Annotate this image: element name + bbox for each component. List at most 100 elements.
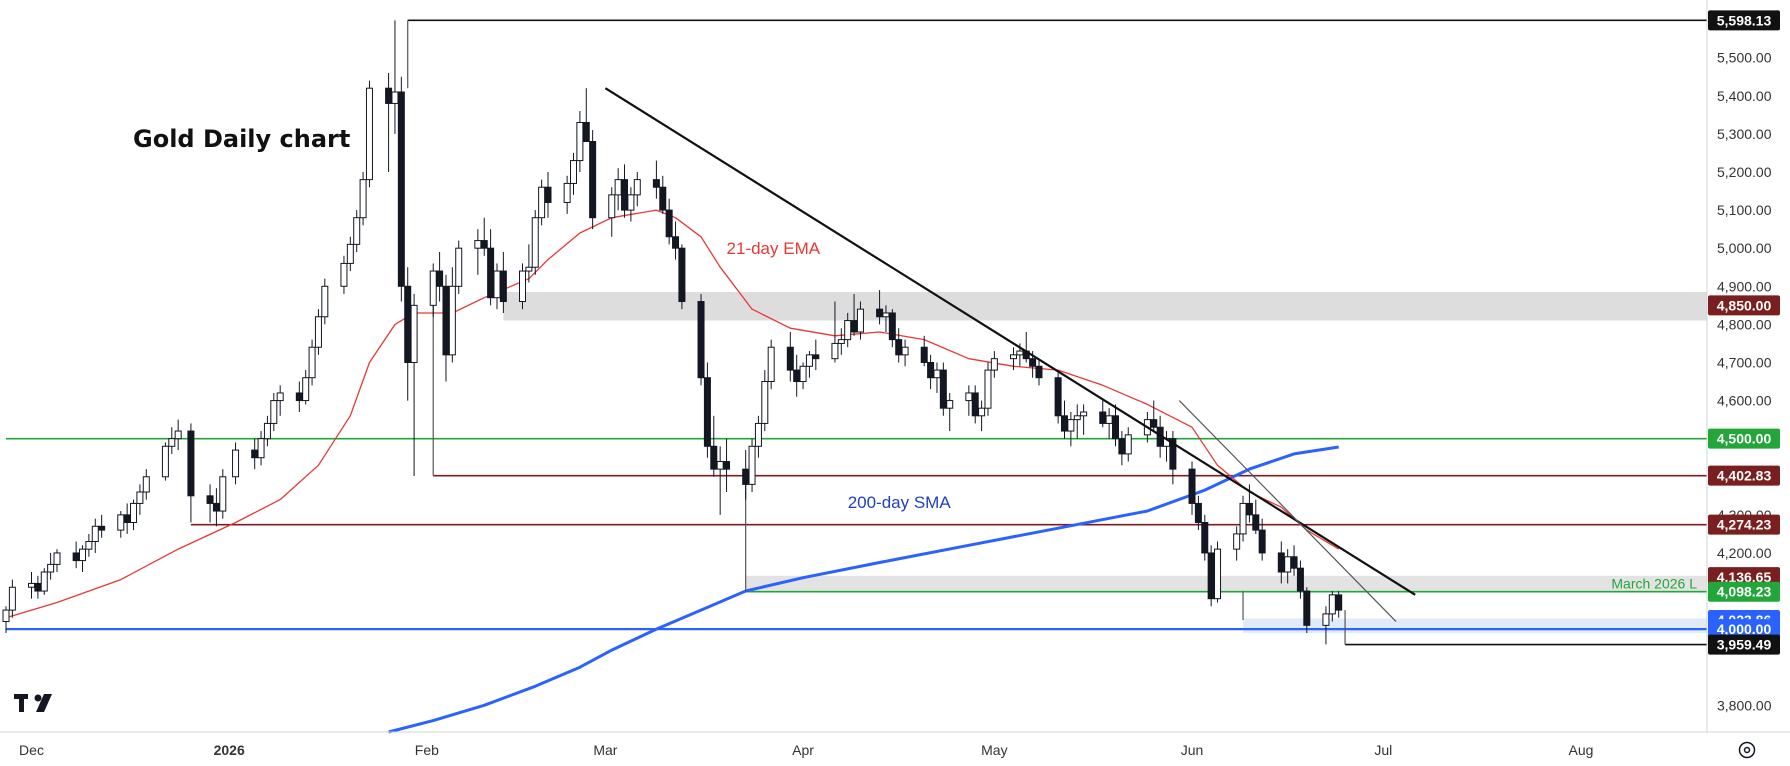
candle-108[interactable] [984,362,992,416]
candle-63[interactable] [582,88,590,143]
candle-71[interactable] [659,175,667,214]
candle-144[interactable] [1303,587,1311,633]
time-axis[interactable]: Dec 2026 Feb Mar Apr May Jun Jul Aug [19,742,1593,758]
candle-15[interactable] [136,484,144,515]
candle-8[interactable] [79,545,87,572]
candle-9[interactable] [85,533,93,557]
candle-64[interactable] [589,130,597,230]
candle-32[interactable] [308,339,316,386]
candle-99[interactable] [901,339,909,367]
candle-117[interactable] [1067,412,1075,447]
candle-73[interactable] [672,221,680,260]
candle-83[interactable] [761,370,769,432]
candle-10[interactable] [91,518,99,553]
candle-48[interactable] [448,267,456,363]
candle-57[interactable] [531,210,539,275]
candle-0[interactable] [2,606,10,633]
candle-130[interactable] [1188,461,1196,515]
candle-138[interactable] [1252,499,1260,534]
candle-70[interactable] [652,160,660,199]
candle-4[interactable] [40,568,48,595]
candle-129[interactable] [1169,431,1177,485]
candle-84[interactable] [767,339,775,390]
candle-145[interactable] [1322,606,1330,645]
candle-136[interactable] [1239,495,1247,542]
candle-45[interactable] [429,263,437,317]
candle-79[interactable] [723,438,731,492]
candle-87[interactable] [799,362,807,390]
candle-103[interactable] [939,362,947,416]
candle-115[interactable] [1054,370,1062,424]
candle-36[interactable] [346,236,354,272]
candle-26[interactable] [257,431,265,466]
candle-18[interactable] [168,427,176,454]
candle-147[interactable] [1335,591,1343,618]
candle-110[interactable] [1009,347,1017,371]
candle-106[interactable] [971,385,979,424]
candle-126[interactable] [1150,400,1158,432]
candle-54[interactable] [499,252,507,313]
candle-135[interactable] [1233,526,1241,561]
candle-56[interactable] [525,244,533,283]
candle-33[interactable] [314,309,322,355]
candle-122[interactable] [1112,404,1120,447]
candle-44[interactable] [410,293,418,476]
candle-91[interactable] [837,328,845,355]
candle-24[interactable] [232,442,240,485]
candle-107[interactable] [978,400,986,432]
candle-143[interactable] [1296,560,1304,599]
candle-88[interactable] [805,351,813,378]
candle-37[interactable] [353,210,361,252]
gear-icon[interactable] [1738,741,1756,759]
candle-94[interactable] [856,301,864,340]
candle-139[interactable] [1258,518,1266,561]
candle-69[interactable] [633,172,641,207]
candle-100[interactable] [920,335,928,367]
candle-51[interactable] [480,217,488,256]
candle-61[interactable] [570,152,578,195]
candle-5[interactable] [47,552,55,580]
candle-46[interactable] [436,252,444,302]
candlestick-series[interactable] [2,20,1343,645]
candle-85[interactable] [786,332,794,382]
candle-109[interactable] [990,351,998,378]
candle-76[interactable] [703,362,711,458]
candle-29[interactable] [276,385,284,416]
candle-90[interactable] [831,301,839,363]
candle-23[interactable] [219,469,227,519]
candle-72[interactable] [665,198,673,245]
candle-35[interactable] [340,255,348,294]
candle-21[interactable] [206,484,214,523]
candle-133[interactable] [1207,545,1215,607]
candle-119[interactable] [1080,404,1088,435]
candle-75[interactable] [697,293,705,386]
candle-82[interactable] [754,415,762,458]
candle-49[interactable] [455,240,463,294]
candle-68[interactable] [627,187,635,222]
candle-6[interactable] [53,549,61,572]
candle-124[interactable] [1124,427,1132,462]
candle-118[interactable] [1073,404,1081,439]
candle-97[interactable] [888,309,896,348]
candle-11[interactable] [98,514,106,538]
candle-34[interactable] [321,278,329,325]
candle-142[interactable] [1290,545,1298,576]
candle-60[interactable] [563,175,571,214]
candle-1[interactable] [8,579,16,618]
candle-59[interactable] [544,172,552,218]
candle-81[interactable] [748,438,756,492]
candle-39[interactable] [365,80,373,188]
candle-19[interactable] [174,419,182,451]
candle-27[interactable] [263,415,271,447]
candle-89[interactable] [812,339,820,371]
candle-77[interactable] [710,415,718,477]
candle-17[interactable] [161,442,169,481]
candle-31[interactable] [302,370,310,405]
candle-38[interactable] [359,172,367,226]
candle-132[interactable] [1201,514,1209,561]
candle-114[interactable] [1035,358,1043,386]
candle-14[interactable] [130,499,138,531]
candle-74[interactable] [678,244,686,310]
candle-28[interactable] [270,392,278,432]
candle-65[interactable] [608,187,616,237]
